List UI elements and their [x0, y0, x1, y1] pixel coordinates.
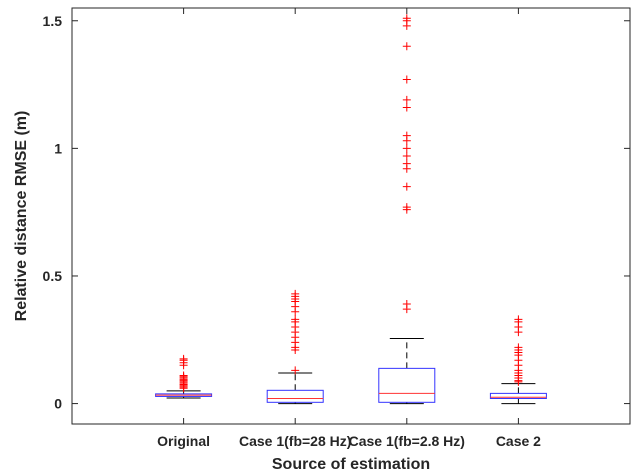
box: [266, 389, 324, 403]
box-group: [266, 289, 324, 405]
box: [378, 367, 436, 403]
outlier-point: [291, 366, 300, 375]
outlier-point: [514, 343, 523, 352]
axes-frame: [71, 7, 631, 425]
y-tick-label: 1: [54, 140, 62, 156]
y-tick-label: 1.5: [43, 13, 63, 29]
outlier-point: [402, 14, 411, 23]
x-tick-label: Original: [157, 433, 210, 449]
box-group: [378, 14, 436, 405]
outlier-point: [402, 131, 411, 140]
outlier-point: [291, 289, 300, 298]
x-tick-label: Case 1(fb=28 Hz): [239, 433, 351, 449]
outlier-point: [402, 182, 411, 191]
outlier-point: [402, 152, 411, 161]
x-axis-title: Source of estimation: [272, 456, 430, 473]
y-axis-title: Relative distance RMSE (m): [13, 111, 30, 322]
x-tick-label: Case 2: [496, 433, 541, 449]
outlier-point: [402, 159, 411, 168]
outlier-point: [291, 315, 300, 324]
outlier-point: [402, 103, 411, 112]
y-tick-label: 0: [54, 396, 62, 412]
outlier-point: [402, 75, 411, 84]
outlier-point: [402, 144, 411, 153]
axes: 0 0.5 1 1.5 Original Case 1(fb=28 Hz)Case 1(f…: [43, 7, 631, 449]
plot-area: [155, 14, 547, 405]
outlier-point: [402, 203, 411, 212]
outlier-point: [402, 42, 411, 51]
box: [489, 392, 547, 399]
x-tick-label: Case 1(fb=2.8 Hz): [349, 433, 465, 449]
outlier-point: [402, 300, 411, 309]
outlier-point: [514, 315, 523, 324]
box-group: [155, 354, 213, 399]
outlier-point: [179, 371, 188, 380]
outlier-point: [179, 354, 188, 363]
box-group: [489, 315, 547, 405]
outlier-point: [402, 95, 411, 104]
y-tick-label: 0.5: [43, 268, 63, 284]
